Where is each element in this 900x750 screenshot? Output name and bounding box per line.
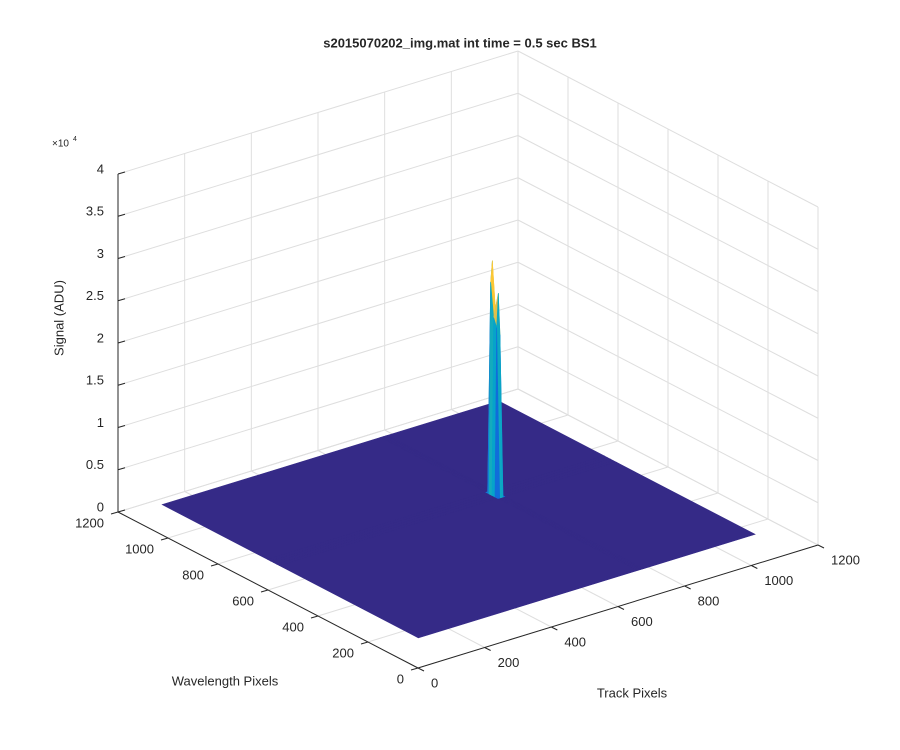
z-tick-label: 3 (97, 246, 104, 261)
x-tick (751, 565, 758, 569)
z-tick-label: 2 (97, 330, 104, 345)
z-tick (117, 171, 126, 175)
chart-title: s2015070202_img.mat int time = 0.5 sec B… (323, 35, 597, 50)
x-tick (417, 667, 425, 672)
y-axis-label: Wavelength Pixels (172, 673, 279, 688)
y-tick (410, 667, 419, 671)
z-tick (117, 298, 126, 302)
z-tick (117, 467, 126, 471)
z-tick (117, 382, 126, 386)
z-tick (117, 256, 126, 259)
surface-layer (161, 260, 756, 639)
x-tick (551, 626, 558, 631)
x-tick-label: 400 (564, 634, 586, 649)
x-tick (484, 647, 491, 651)
x-tick-label: 0 (431, 675, 438, 690)
y-tick (260, 589, 269, 593)
y-tick-label: 400 (282, 619, 304, 634)
x-tick (684, 585, 691, 590)
x-tick-label: 1200 (831, 552, 860, 567)
z-tick-label: 0 (97, 499, 104, 514)
axes-layer: 0200400600800100012000200400600800100012… (75, 161, 860, 690)
x-tick-label: 1000 (764, 573, 793, 588)
z-tick-label: 2.5 (86, 288, 104, 303)
z-tick-label: 0.5 (86, 457, 104, 472)
z-tick (117, 213, 126, 217)
z-axis-label: Signal (ADU) (51, 280, 66, 356)
z-multiplier-exponent: 4 (73, 136, 77, 143)
z-tick (117, 509, 126, 513)
y-tick-label: 600 (232, 593, 254, 608)
y-tick-label: 1000 (125, 541, 154, 556)
x-tick-label: 600 (631, 614, 653, 629)
x-tick (617, 606, 625, 610)
x-tick-label: 800 (698, 593, 720, 608)
y-tick-label: 200 (332, 645, 354, 660)
x-tick-label: 200 (498, 655, 520, 670)
z-tick-label: 1 (97, 415, 104, 430)
x-tick (817, 544, 825, 549)
z-tick (117, 340, 126, 344)
z-multiplier: ×10 (52, 139, 69, 150)
z-tick (117, 425, 126, 428)
surface-cell (494, 327, 500, 499)
y-tick (160, 537, 169, 541)
x-axis-label: Track Pixels (597, 685, 668, 700)
z-tick-label: 1.5 (86, 373, 104, 388)
y-tick-label: 1200 (75, 515, 104, 530)
y-tick (110, 511, 119, 515)
y-tick (210, 563, 219, 567)
y-tick-label: 0 (397, 671, 404, 686)
z-tick-label: 4 (97, 161, 104, 176)
y-tick (310, 615, 319, 619)
grid-line (117, 388, 519, 513)
y-tick (360, 641, 369, 645)
z-tick-label: 3.5 (86, 204, 104, 219)
y-tick-label: 800 (182, 567, 204, 582)
